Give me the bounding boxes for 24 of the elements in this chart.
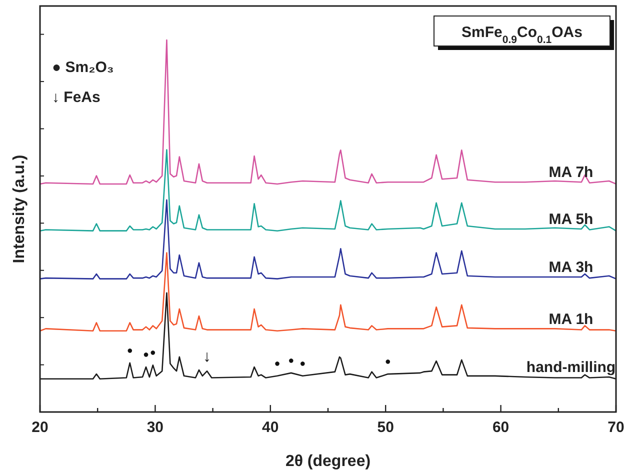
annotation: ● — [288, 355, 294, 366]
annotation: ↓ FeAs — [52, 89, 100, 106]
annotation: ● — [142, 349, 150, 360]
x-tick-label: 20 — [32, 419, 48, 436]
x-tick-label: 40 — [262, 419, 279, 436]
series-label: hand-milling — [526, 358, 616, 376]
series-label: MA 3h — [548, 258, 594, 276]
y-axis-title: Intensity (a.u.) — [11, 154, 28, 264]
annotation: ● Sm₂O₃ — [52, 59, 114, 76]
annotation: ● — [384, 356, 391, 368]
series-label: MA 5h — [548, 210, 594, 228]
x-tick-label: 60 — [492, 419, 510, 436]
x-tick-label: 50 — [377, 419, 394, 436]
series-label: MA 1h — [548, 310, 594, 328]
x-axis-title: 2θ (degree) — [285, 453, 371, 470]
annotation: ● — [126, 345, 133, 356]
x-tick-label: 70 — [608, 419, 624, 436]
annotation: ● — [150, 348, 156, 359]
annotation: ↓ — [203, 348, 212, 366]
x-tick-label: 30 — [146, 419, 164, 436]
series-label: MA 7h — [548, 164, 594, 181]
annotation: ● — [300, 358, 306, 370]
chart-title: SmFe$_{0.9}$Co$_{0.1}$OAs — [462, 24, 582, 46]
annotation: ● — [274, 358, 280, 370]
